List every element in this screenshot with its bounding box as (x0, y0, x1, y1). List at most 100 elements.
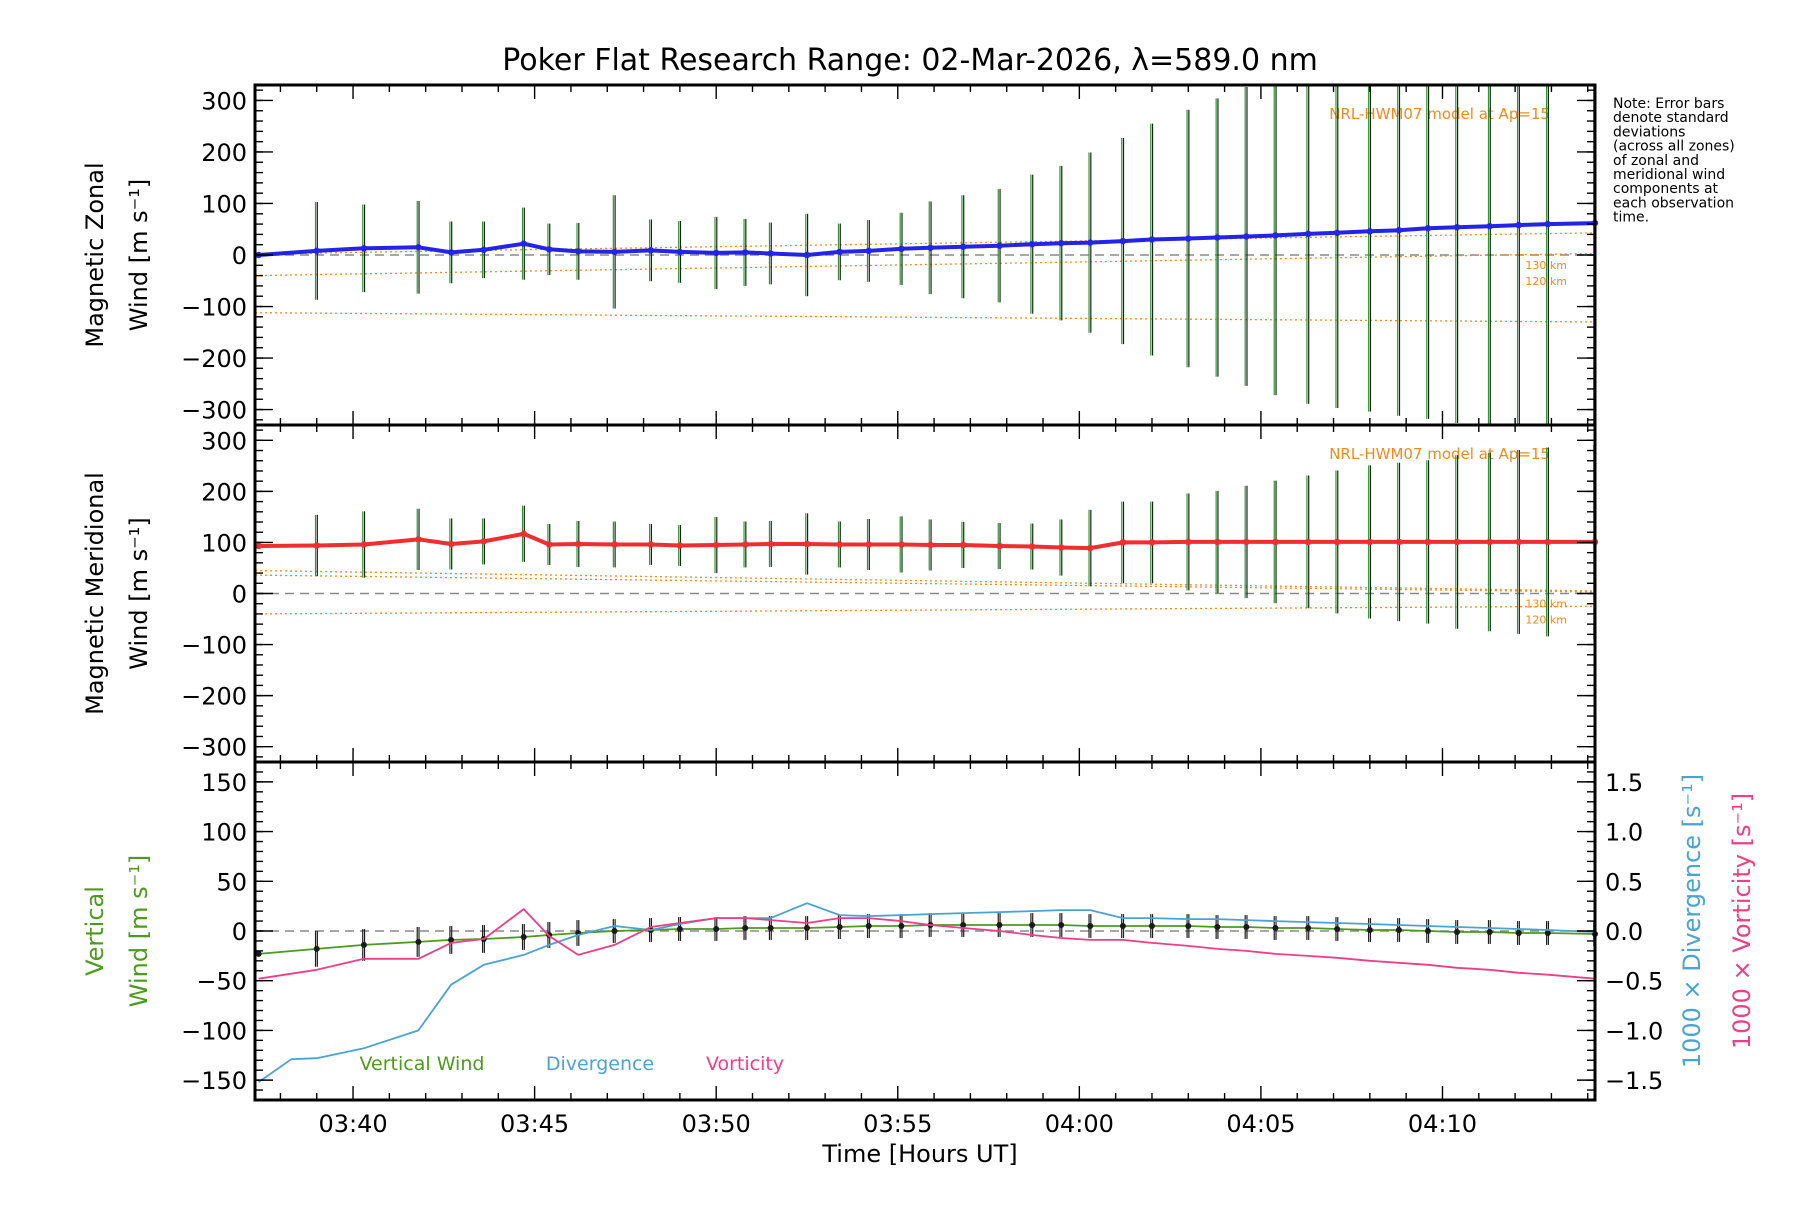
data-point-p0-24 (1087, 239, 1094, 246)
data-point-p1-13 (742, 541, 749, 548)
data-point-p1-29 (1243, 538, 1250, 546)
data-point-p2-24 (1087, 923, 1094, 930)
series-line-divergence (258, 902, 1596, 1083)
y-tick-label-right-p2-6: −1.5 (1605, 1067, 1663, 1095)
series-line-vorticity (258, 908, 1596, 980)
data-point-p0-36 (1453, 223, 1461, 231)
y-tick-label-left-p2-5: −100 (181, 1017, 247, 1045)
note-line-1: denote standard (1613, 110, 1729, 126)
y-axis-label-line1-meridional: Magnetic Meridional (81, 472, 109, 715)
data-point-p0-5 (480, 246, 487, 254)
x-tick-label-0410: 04:10 (1408, 1110, 1477, 1138)
data-point-p0-28 (1214, 234, 1221, 241)
data-point-p2-28 (1214, 924, 1221, 931)
data-point-p0-35 (1424, 225, 1432, 232)
note-line-4: of zonal and (1613, 153, 1699, 169)
y-axis-label-line2-vertical: Wind [m s⁻¹] (125, 855, 153, 1007)
data-point-p0-27 (1185, 235, 1192, 242)
data-point-p0-13 (742, 249, 749, 256)
data-point-p1-0 (255, 542, 262, 550)
data-point-p1-35 (1424, 538, 1432, 546)
data-point-p1-12 (712, 541, 720, 549)
right-axis-label-vorticity: 1000 × Vorticity [s⁻¹] (1728, 793, 1756, 1049)
data-point-p0-17 (865, 247, 872, 255)
data-point-p1-22 (1028, 543, 1036, 550)
y-axis-label-line1-vertical: Vertical (81, 886, 109, 976)
data-point-p2-26 (1148, 923, 1155, 930)
data-point-p1-9 (611, 541, 618, 548)
data-point-p1-39 (1544, 538, 1551, 546)
data-point-p1-11 (676, 542, 684, 549)
y-tick-label-right-p2-2: 0.5 (1605, 868, 1643, 896)
data-point-p1-23 (1057, 544, 1065, 551)
data-point-p0-14 (767, 250, 774, 257)
y-tick-label-left-p2-6: −150 (181, 1067, 247, 1095)
data-point-p0-8 (574, 248, 582, 255)
data-point-p0-26 (1148, 236, 1156, 243)
data-point-p2-22 (1029, 922, 1036, 929)
data-point-p2-27 (1185, 923, 1192, 930)
data-point-p1-5 (480, 538, 487, 545)
y-tick-label-left-p1-3: 0 (232, 581, 247, 609)
data-point-p1-31 (1304, 538, 1312, 546)
y-tick-label-left-p0-3: 0 (232, 242, 247, 270)
data-point-p2-38 (1515, 929, 1522, 936)
data-point-p0-2 (360, 245, 368, 252)
x-tick-label-0405: 04:05 (1226, 1110, 1295, 1138)
legend-vertical-wind: Vertical Wind (360, 1053, 485, 1075)
chart-title: Poker Flat Research Range: 02-Mar-2026, … (502, 43, 1318, 78)
data-point-p2-17 (865, 923, 872, 930)
note-line-6: components at (1613, 181, 1719, 197)
model-line-p1-1 (254, 605, 1596, 615)
data-point-p2-12 (713, 926, 720, 933)
data-point-p0-6 (520, 240, 527, 247)
data-point-p0-38 (1515, 221, 1522, 229)
y-axis-label-line1-zonal: Magnetic Zonal (81, 162, 109, 347)
data-point-p1-16 (836, 541, 843, 548)
data-point-p1-15 (803, 540, 811, 548)
model-line-p1-2 (254, 569, 1596, 592)
data-point-p1-7 (545, 541, 553, 548)
data-point-p2-11 (676, 926, 683, 933)
series-line-vertical-wind (258, 924, 1596, 955)
data-point-p2-31 (1305, 925, 1312, 932)
y-tick-label-left-p2-4: −50 (196, 968, 247, 996)
data-point-p0-20 (959, 243, 967, 250)
data-point-p1-27 (1185, 538, 1192, 546)
data-point-p2-6 (520, 933, 527, 940)
y-axis-label-line2-zonal: Wind [m s⁻¹] (125, 179, 153, 331)
data-point-p1-19 (927, 541, 934, 549)
data-point-p1-24 (1087, 544, 1094, 552)
data-point-p0-22 (1028, 240, 1036, 248)
x-tick-label-0400: 04:00 (1045, 1110, 1114, 1138)
y-tick-label-left-p1-4: −100 (181, 632, 247, 660)
y-tick-label-left-p1-6: −300 (181, 734, 247, 762)
data-point-p2-37 (1486, 928, 1493, 935)
y-tick-label-left-p1-0: 300 (201, 427, 247, 455)
data-point-p0-37 (1486, 222, 1493, 230)
data-point-p0-39 (1544, 220, 1551, 228)
data-point-p0-9 (611, 248, 618, 256)
x-tick-label-0340: 03:40 (318, 1110, 387, 1138)
data-point-p2-20 (960, 922, 967, 929)
data-point-p2-2 (360, 941, 367, 948)
data-point-p0-12 (712, 249, 720, 257)
data-point-p2-4 (448, 936, 455, 943)
data-point-p2-18 (898, 923, 905, 930)
data-point-p1-20 (959, 541, 967, 549)
data-point-p0-21 (996, 242, 1003, 249)
data-point-p1-6 (520, 530, 527, 537)
y-tick-label-left-p1-2: 100 (201, 529, 247, 557)
series-line-zonal (258, 221, 1596, 257)
y-tick-label-left-p0-5: −200 (181, 345, 247, 373)
y-tick-label-left-p0-6: −300 (181, 397, 247, 425)
legend-divergence: Divergence (546, 1053, 654, 1075)
data-point-p0-31 (1304, 230, 1312, 238)
data-point-p0-34 (1395, 227, 1403, 234)
data-point-p0-18 (898, 245, 905, 253)
model-label-p0: NRL-HWM07 model at Ap=15 (1329, 105, 1550, 123)
model-line-p0-1 (254, 252, 1596, 277)
data-point-p2-36 (1454, 928, 1461, 935)
